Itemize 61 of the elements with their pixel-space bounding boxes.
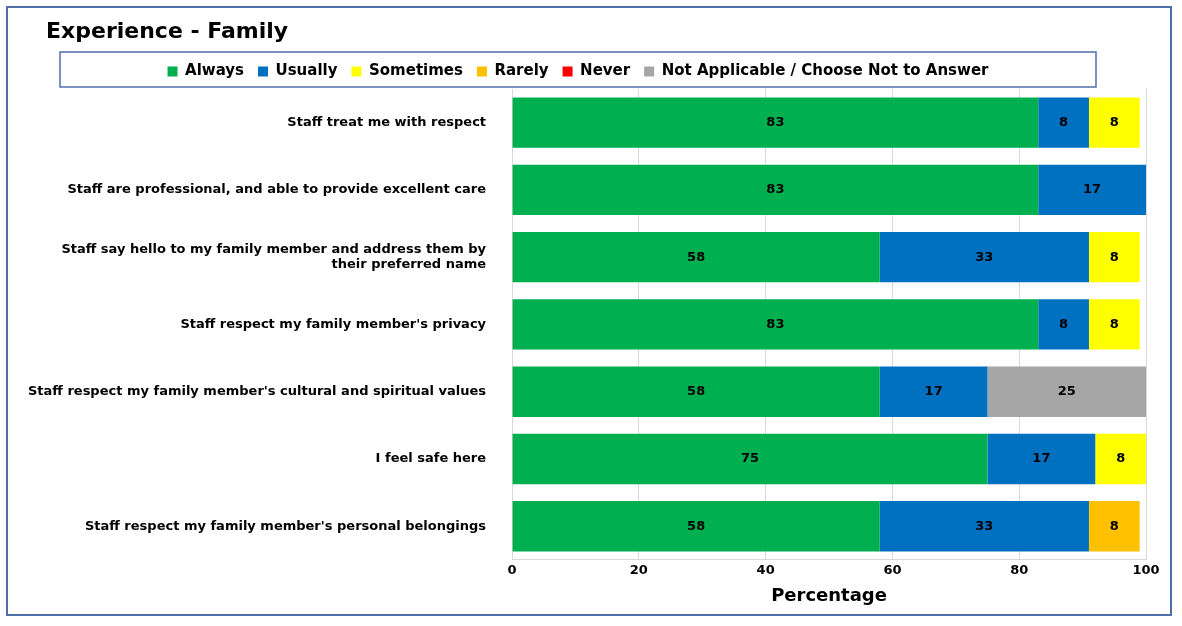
data-label: 58 [687, 517, 706, 533]
bar [512, 164, 1039, 216]
bar [512, 366, 880, 417]
data-label: 17 [924, 383, 943, 399]
data-label: 58 [687, 248, 706, 264]
legend-label: Sometimes [368, 61, 463, 80]
y-tick-label: Staff respect my family member's cultural and spiritual values [27, 383, 487, 399]
data-label: 75 [741, 450, 760, 466]
data-label: 17 [1083, 181, 1102, 197]
bar [1038, 299, 1089, 350]
data-label: 83 [766, 181, 785, 197]
bar [1088, 97, 1140, 148]
y-tick-label: Staff respect my family member's personal belongings [84, 517, 487, 533]
legend-label: Rarely [494, 61, 549, 80]
x-tick-label: 80 [1010, 561, 1029, 577]
bar [1088, 500, 1140, 552]
bar [1038, 97, 1089, 148]
x-tick-label: 20 [629, 561, 648, 577]
text: Experience - Family [46, 18, 289, 43]
x-tick-label: 40 [756, 561, 775, 577]
data-label: 8 [1059, 114, 1069, 129]
y-tick-label: Staff respect my family member's privacy [180, 315, 487, 331]
bar [512, 500, 880, 552]
bar [512, 97, 1039, 148]
x-tick-label: 0 [507, 561, 517, 577]
legend-label: Never [580, 61, 631, 80]
bar [879, 500, 1089, 552]
bar [987, 366, 1146, 417]
bar [1088, 299, 1140, 350]
x-tick-label: 100 [1132, 561, 1160, 577]
bar [1038, 164, 1146, 216]
legend-label: Not Applicable / Choose Not to Answer [661, 61, 990, 80]
data-label: 33 [975, 248, 994, 264]
x-axis-title: Percentage [771, 583, 887, 605]
bar [987, 433, 1096, 485]
data-label: 33 [975, 517, 994, 533]
bar [512, 299, 1039, 350]
data-label: 25 [1057, 383, 1076, 399]
bar [879, 231, 1089, 283]
data-label: 8 [1109, 315, 1119, 331]
legend-label: Always [185, 61, 245, 80]
data-label: 83 [766, 114, 785, 129]
bar [879, 366, 988, 417]
y-tick-label: Staff treat me with respect [287, 114, 487, 129]
y-tick-label: Staff are professional, and able to provide excellent care [67, 181, 487, 197]
bar [512, 231, 880, 283]
bar [1088, 231, 1140, 283]
data-label: 8 [1116, 450, 1126, 466]
data-label: 8 [1109, 517, 1119, 533]
y-tick-label: Staff say hello to my family member and address them by their preferred name [61, 240, 487, 272]
x-tick-label: 60 [883, 561, 902, 577]
data-label: 8 [1109, 248, 1119, 264]
legend-label: Usually [275, 61, 338, 80]
data-label: 8 [1109, 114, 1119, 129]
data-label: 83 [766, 315, 785, 331]
data-label: 17 [1032, 450, 1051, 466]
data-label: 8 [1059, 315, 1069, 331]
y-tick-label: I feel safe here [375, 450, 487, 466]
bar [1095, 433, 1146, 485]
bar [512, 433, 988, 485]
data-label: 58 [687, 383, 706, 399]
